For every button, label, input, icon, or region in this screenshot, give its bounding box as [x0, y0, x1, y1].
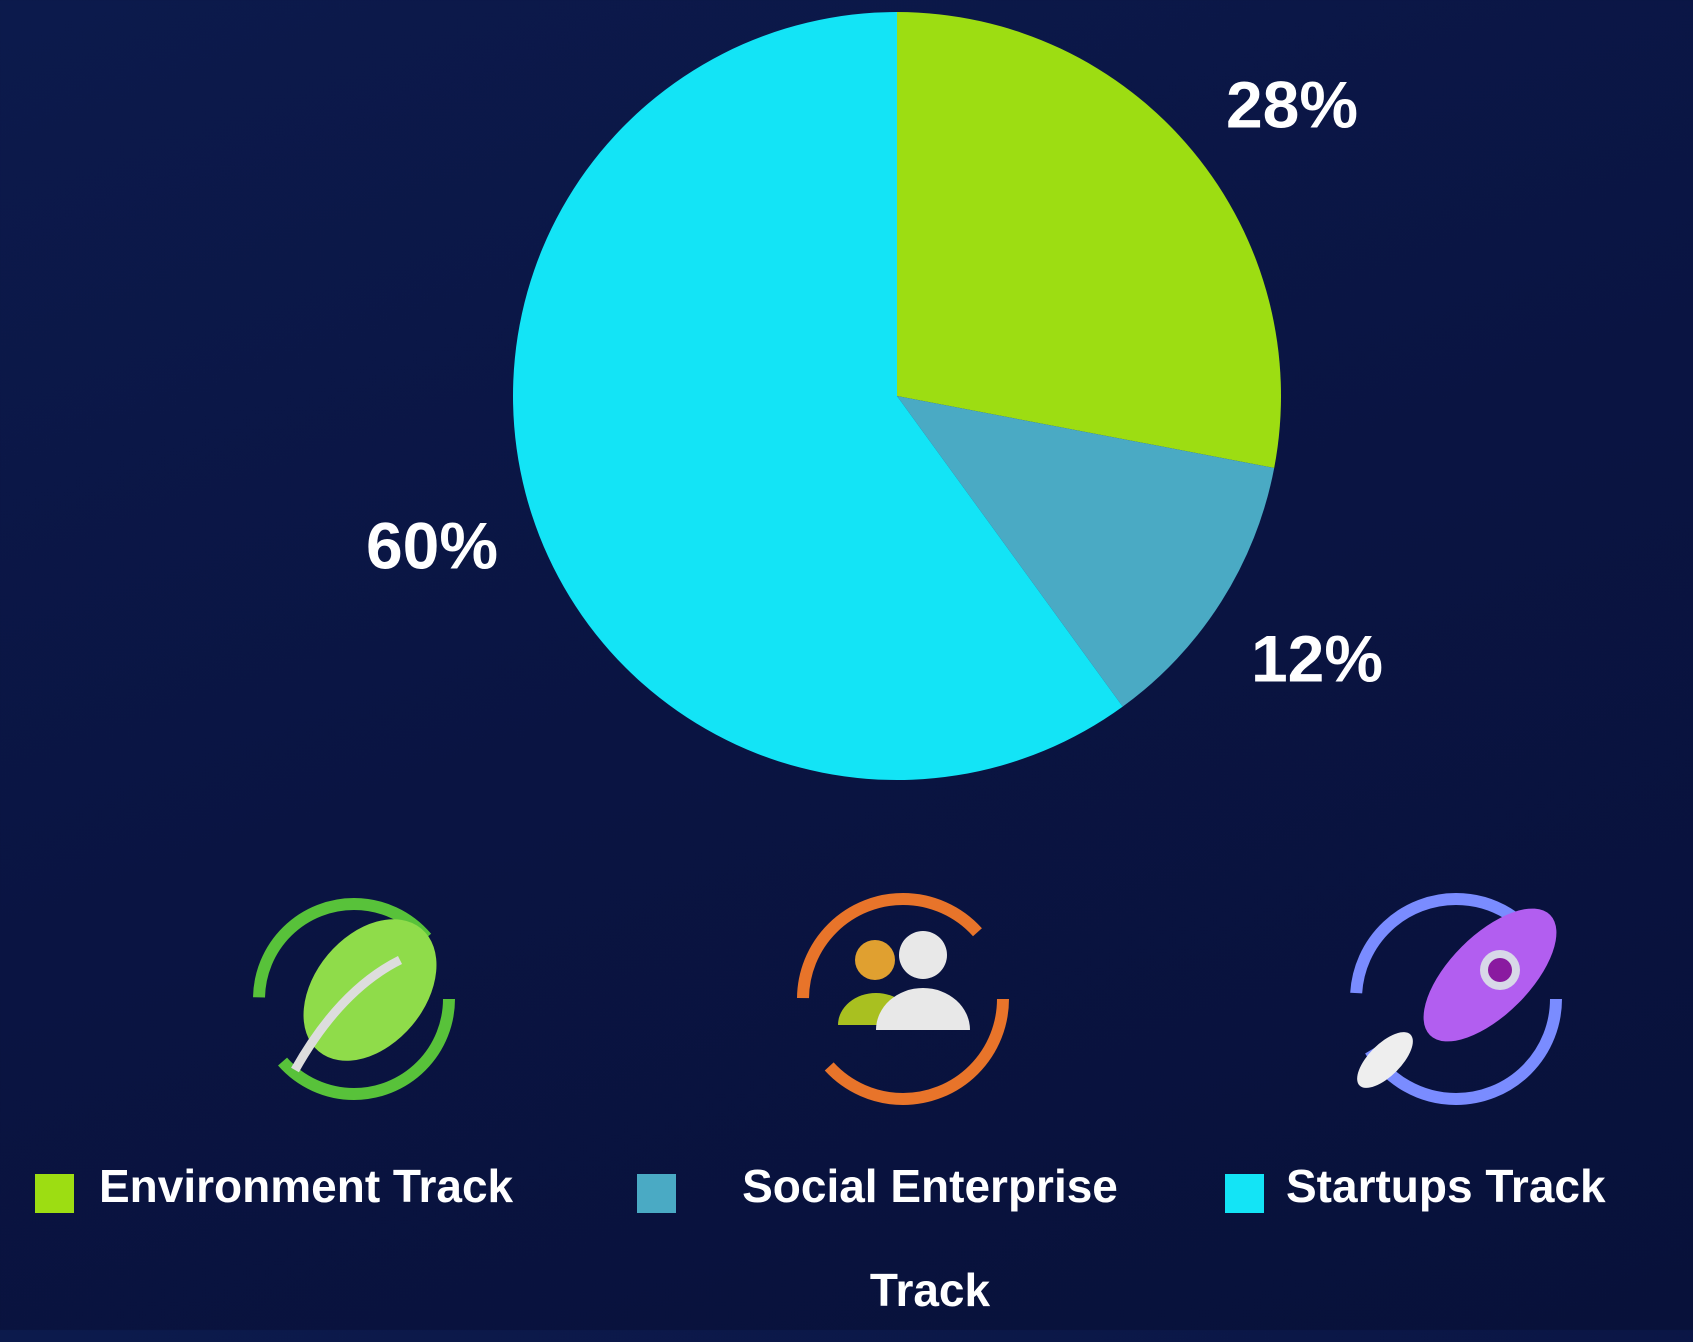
social-icon	[797, 893, 1009, 1105]
pie-slice	[897, 396, 1275, 707]
legend-swatch	[1225, 1174, 1264, 1213]
value-label: 28%	[1226, 67, 1358, 141]
legend-swatch	[637, 1174, 676, 1213]
legend-item: Social Enterprise Track	[637, 1160, 1170, 1342]
value-label: 12%	[1251, 621, 1383, 695]
legend-item: Environment Track	[35, 1160, 513, 1238]
legend-label: Startups Track	[1286, 1160, 1606, 1212]
legend-label: Environment Track	[99, 1160, 514, 1212]
pie-slice	[513, 12, 1123, 780]
environment-icon	[253, 898, 455, 1100]
legend-item: Startups Track	[1225, 1160, 1606, 1238]
value-label: 60%	[366, 508, 498, 582]
legend-swatch	[35, 1174, 74, 1213]
pie-slice	[897, 12, 1282, 468]
legend-label: Social Enterprise Track	[742, 1160, 1118, 1316]
startup-icon	[1350, 893, 1562, 1105]
